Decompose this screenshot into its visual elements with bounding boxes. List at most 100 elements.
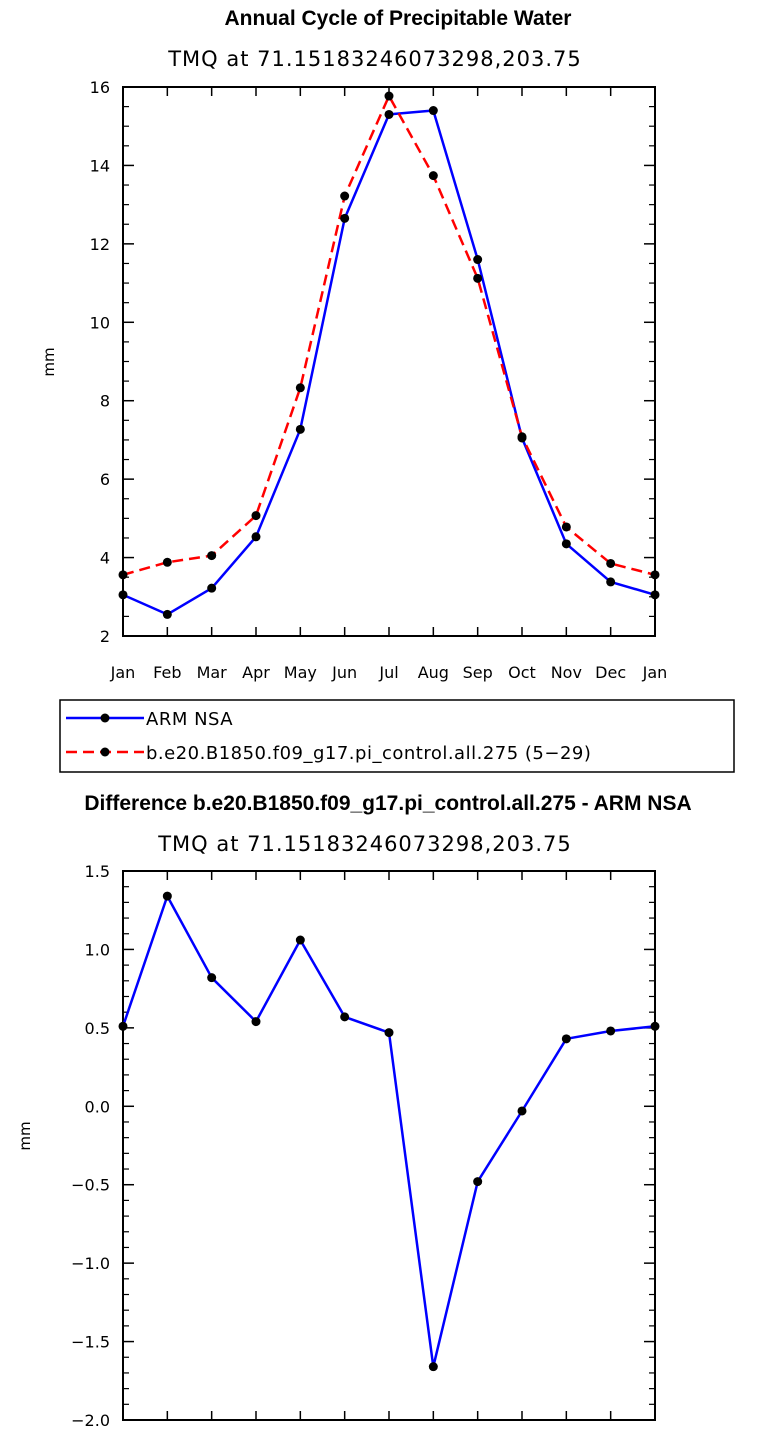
- y-tick-labels: −2.0 −1.5 −1.0 −0.5 0.0 0.5 1.0 1.5: [71, 862, 110, 1430]
- data-point: [162, 557, 172, 567]
- y-tick-label: −1.0: [71, 1254, 110, 1273]
- data-point: [118, 1021, 128, 1031]
- chart-subtitle: TMQ at 71.15183246073298,203.75: [157, 832, 572, 856]
- data-point: [251, 1017, 261, 1027]
- data-point: [606, 1026, 616, 1036]
- x-tick-label: Jun: [331, 663, 357, 682]
- data-point: [118, 570, 128, 580]
- data-point: [517, 1106, 527, 1116]
- data-point: [207, 583, 217, 593]
- annual-cycle-chart: Annual Cycle of Precipitable Water TMQ a…: [40, 7, 667, 682]
- data-point: [517, 432, 527, 442]
- chart-title: Annual Cycle of Precipitable Water: [225, 7, 572, 30]
- x-tick-label: Jan: [642, 1447, 668, 1449]
- y-tick-label: −1.5: [71, 1333, 110, 1352]
- data-point: [340, 1012, 350, 1022]
- x-tick-label: Jan: [642, 663, 668, 682]
- x-tick-label: Jul: [378, 1447, 398, 1449]
- series-group: [118, 91, 660, 619]
- y-tick-label: 10: [90, 313, 110, 332]
- data-point: [650, 570, 660, 580]
- legend-box: [59, 699, 735, 773]
- x-tick-label: Jul: [378, 663, 398, 682]
- x-tick-label: Aug: [418, 1447, 449, 1449]
- y-tick-label: 0.5: [85, 1019, 110, 1038]
- x-tick-label: Jan: [110, 663, 136, 682]
- x-tick-label: Feb: [153, 1447, 181, 1449]
- data-point: [561, 539, 571, 549]
- data-point: [473, 273, 483, 283]
- legend-label-arm-nsa: ARM NSA: [146, 709, 233, 730]
- x-tick-label: Feb: [153, 663, 181, 682]
- x-tick-label: Nov: [551, 663, 582, 682]
- data-point: [207, 551, 217, 561]
- data-point: [473, 255, 483, 265]
- x-tick-label: Jun: [331, 1447, 357, 1449]
- series-group: [118, 891, 660, 1372]
- data-point: [384, 109, 394, 119]
- y-tick-label: −2.0: [71, 1411, 110, 1430]
- series-line-1: [122, 109, 656, 616]
- x-tick-label: Nov: [551, 1447, 582, 1449]
- data-point: [295, 935, 305, 945]
- x-tick-label: Sep: [463, 1447, 493, 1449]
- y-axis-label: mm: [40, 347, 58, 376]
- x-tick-label: Dec: [595, 663, 626, 682]
- data-point: [428, 106, 438, 116]
- axis-ticks: [122, 870, 656, 1421]
- y-tick-label: 12: [90, 235, 110, 254]
- data-point: [162, 609, 172, 619]
- x-tick-label: Oct: [508, 663, 536, 682]
- y-tick-label: 4: [100, 549, 110, 568]
- x-tick-label: Oct: [508, 1447, 536, 1449]
- y-tick-label: 6: [100, 470, 110, 489]
- y-tick-label: 1.5: [85, 862, 110, 881]
- legend-marker-model: [100, 747, 110, 757]
- data-point: [650, 590, 660, 600]
- data-point: [384, 91, 394, 101]
- y-tick-label: −0.5: [71, 1176, 110, 1195]
- x-tick-labels: Jan Feb Mar Apr May Jun Jul Aug Sep Oct Nov Dec Jan: [110, 663, 668, 682]
- y-tick-label: 1.0: [85, 940, 110, 959]
- y-tick-label: 8: [100, 392, 110, 411]
- x-tick-label: Apr: [242, 1447, 270, 1449]
- series-line-1: [121, 894, 656, 1368]
- chart-title: Difference b.e20.B1850.f09_g17.pi_contro…: [84, 792, 691, 815]
- x-tick-label: Aug: [418, 663, 449, 682]
- data-point: [650, 1021, 660, 1031]
- y-tick-label: 2: [100, 627, 110, 646]
- plot-frame: [122, 870, 656, 1421]
- y-axis-label: mm: [16, 1121, 34, 1150]
- x-tick-label: Apr: [242, 663, 270, 682]
- data-point: [340, 191, 350, 201]
- x-tick-labels: Jan Feb Mar Apr May Jun Jul Aug Sep Oct Nov Dec Jan: [110, 1447, 668, 1449]
- series-line-2: [122, 94, 656, 577]
- data-point: [295, 383, 305, 393]
- x-tick-label: May: [284, 663, 317, 682]
- legend-label-model: b.e20.B1850.f09_g17.pi_control.all.275 (…: [146, 743, 591, 764]
- data-point: [428, 1362, 438, 1372]
- x-tick-label: Mar: [197, 1447, 228, 1449]
- data-point: [251, 532, 261, 542]
- data-point: [561, 522, 571, 532]
- x-tick-label: May: [284, 1447, 317, 1449]
- data-point: [251, 511, 261, 521]
- data-point: [295, 424, 305, 434]
- difference-chart: Difference b.e20.B1850.f09_g17.pi_contro…: [16, 792, 692, 1449]
- data-point: [606, 577, 616, 587]
- data-point: [473, 1177, 483, 1187]
- legend: ARM NSA b.e20.B1850.f09_g17.pi_control.a…: [59, 699, 735, 773]
- data-point: [384, 1028, 394, 1038]
- y-tick-label: 16: [90, 78, 110, 97]
- x-tick-label: Mar: [197, 663, 228, 682]
- data-point: [428, 171, 438, 181]
- plot-frame: [122, 86, 656, 637]
- y-tick-label: 0.0: [85, 1097, 110, 1116]
- x-tick-label: Jan: [110, 1447, 136, 1449]
- data-point: [118, 590, 128, 600]
- x-tick-label: Dec: [595, 1447, 626, 1449]
- data-point: [162, 891, 172, 901]
- data-point: [340, 213, 350, 223]
- data-point: [207, 973, 217, 983]
